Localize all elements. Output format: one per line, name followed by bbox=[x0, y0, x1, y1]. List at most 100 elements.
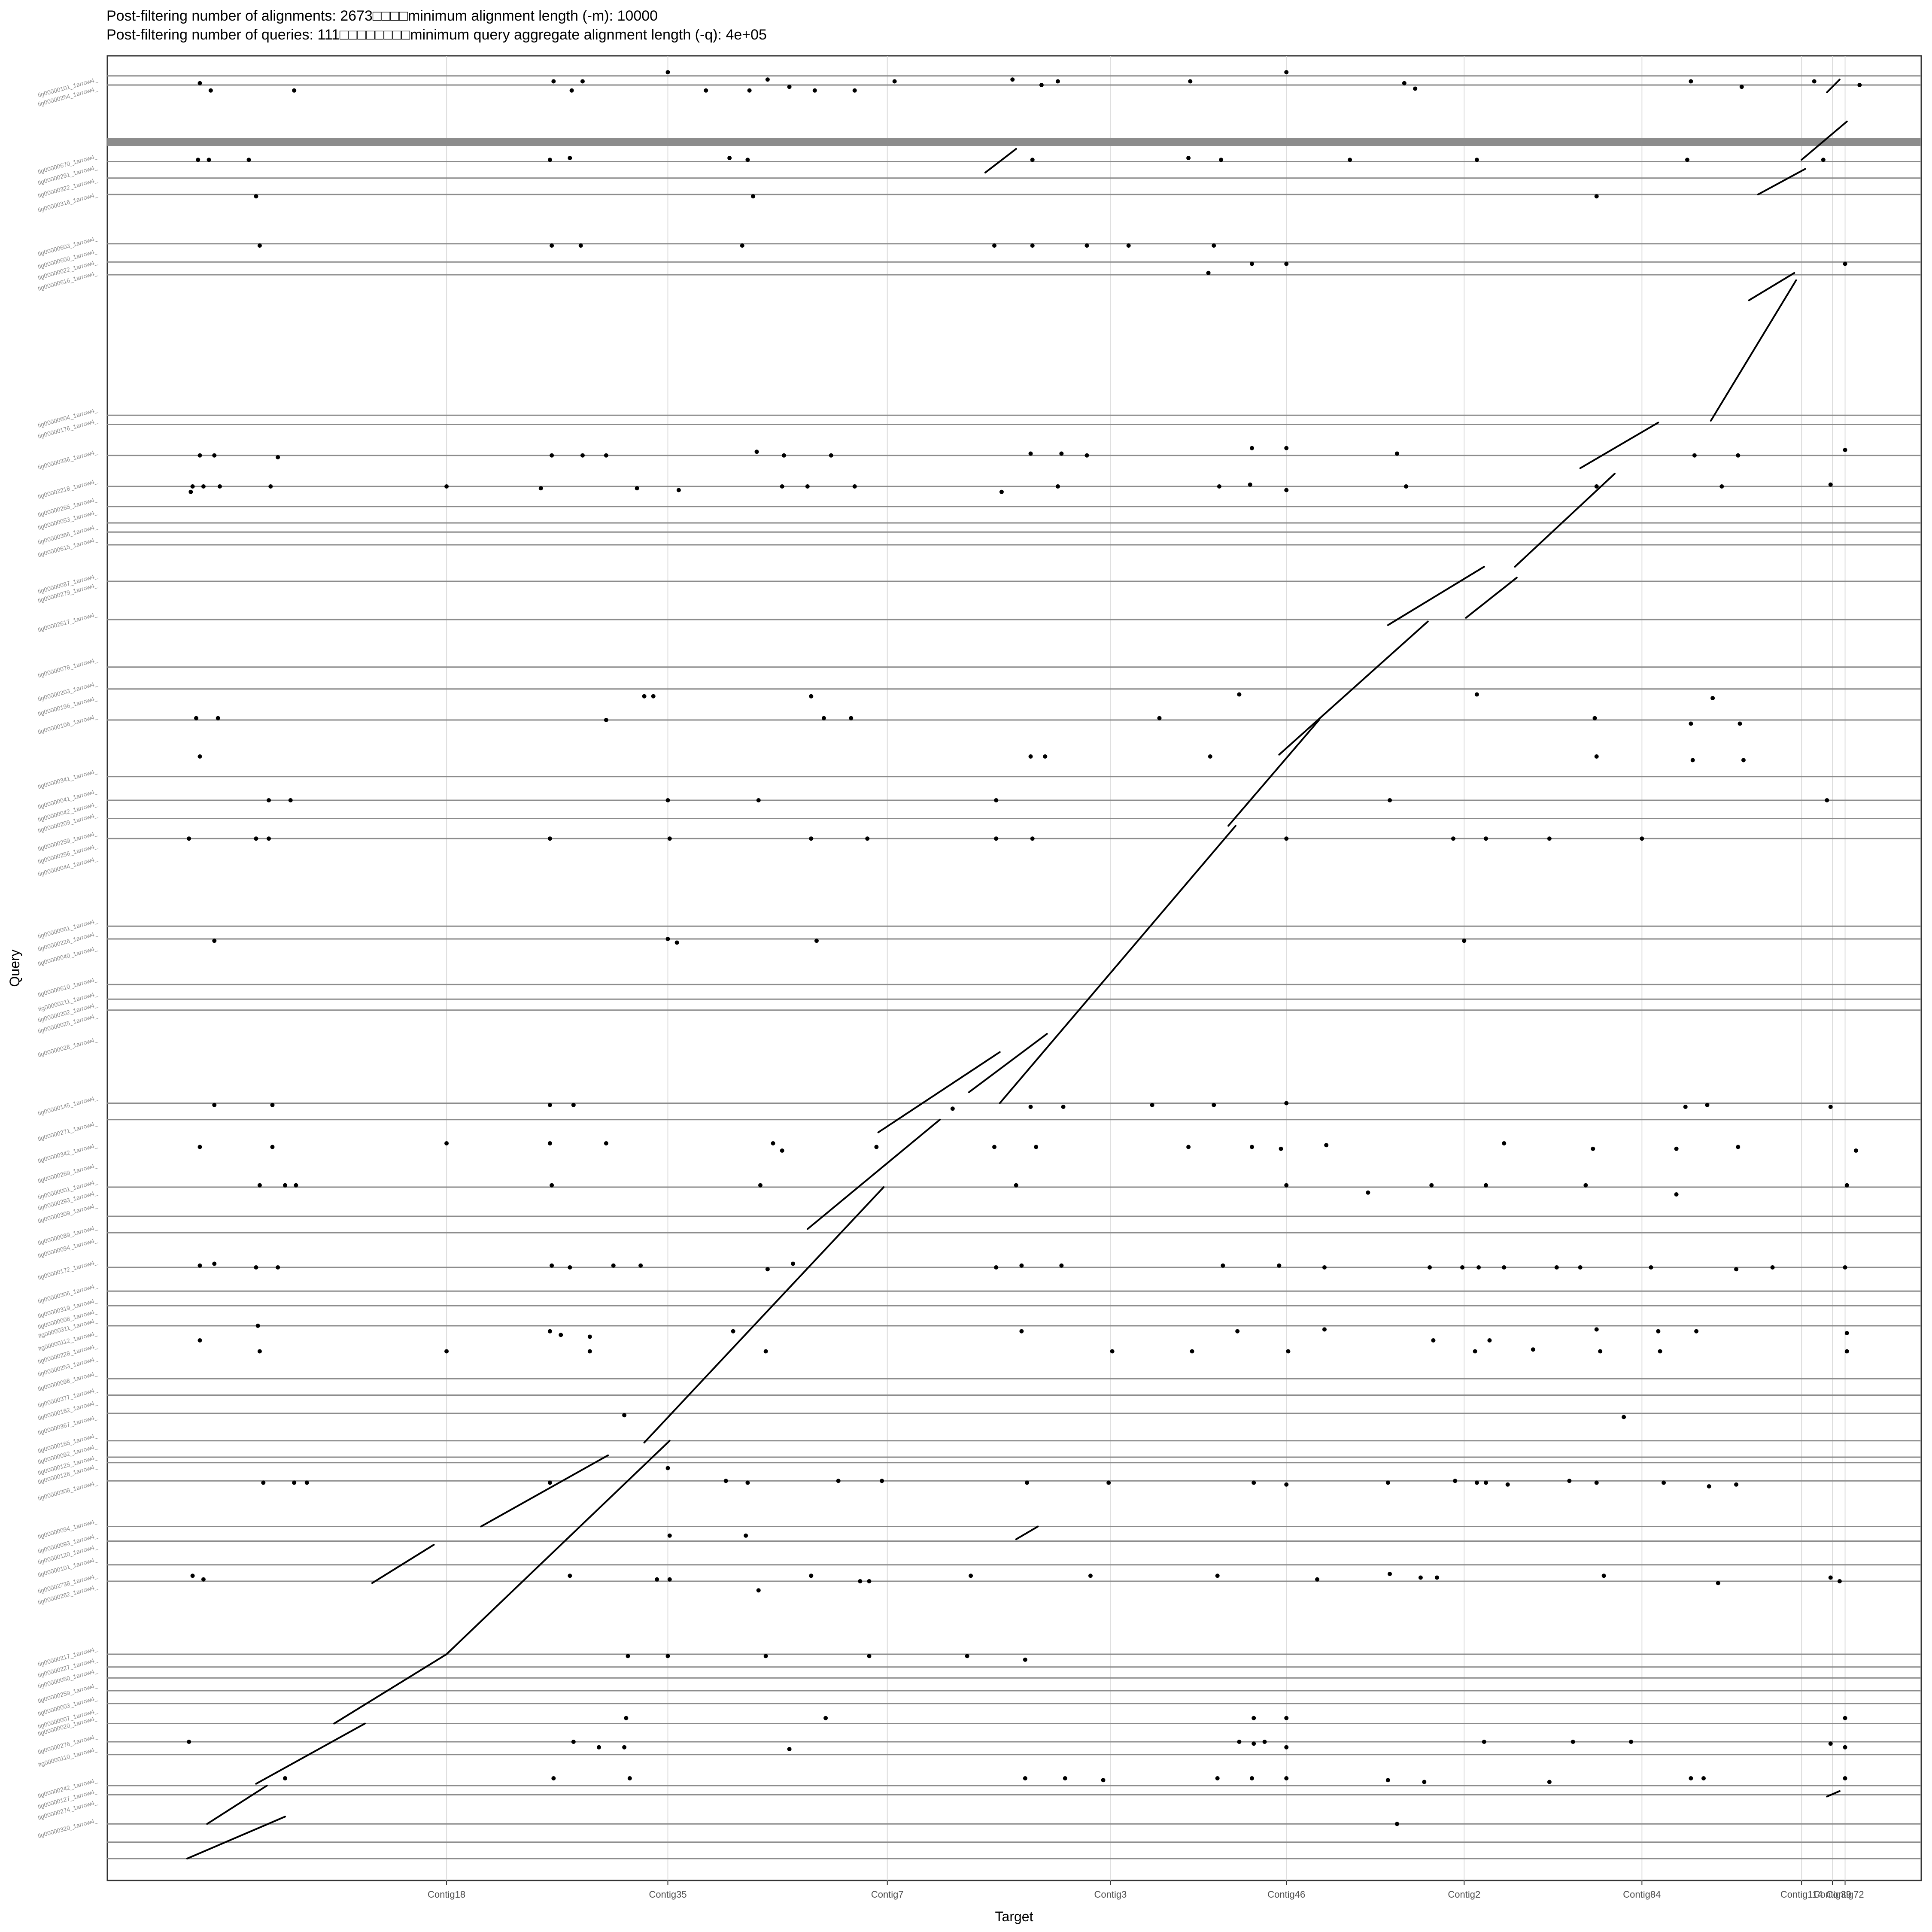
alignment-point bbox=[892, 79, 897, 84]
alignment-point bbox=[1843, 1265, 1847, 1270]
alignment-point bbox=[1487, 1338, 1492, 1343]
alignment-point bbox=[969, 1574, 973, 1578]
alignment-point bbox=[651, 694, 656, 699]
alignment-point bbox=[1701, 1776, 1706, 1780]
alignment-point bbox=[667, 1533, 672, 1538]
alignment-point bbox=[1284, 70, 1289, 75]
alignment-point bbox=[197, 1145, 202, 1149]
alignment-point bbox=[604, 453, 608, 458]
alignment-point bbox=[1030, 836, 1035, 841]
alignment-point bbox=[836, 1479, 841, 1483]
alignment-point bbox=[771, 1141, 775, 1145]
alignment-point bbox=[1023, 1776, 1027, 1780]
x-tick-label: Contig72 bbox=[1826, 1889, 1864, 1900]
alignment-point bbox=[1385, 1778, 1390, 1783]
alignment-point bbox=[1252, 1741, 1256, 1746]
alignment-point bbox=[1857, 83, 1862, 87]
alignment-point bbox=[201, 484, 206, 489]
alignment-point bbox=[1622, 1415, 1626, 1419]
x-tick-label: Contig39 bbox=[1814, 1889, 1851, 1900]
alignment-point bbox=[751, 194, 756, 199]
alignment-point bbox=[867, 1654, 872, 1659]
alignment-point bbox=[1028, 754, 1033, 759]
alignment-point bbox=[1388, 1572, 1392, 1576]
alignment-point bbox=[1821, 158, 1826, 162]
alignment-point bbox=[1188, 79, 1193, 84]
alignment-point bbox=[1186, 156, 1191, 160]
alignment-point bbox=[1284, 446, 1289, 450]
alignment-point bbox=[1692, 453, 1697, 458]
alignment-segment bbox=[1465, 577, 1518, 619]
alignment-point bbox=[1235, 1329, 1240, 1334]
alignment-point bbox=[1474, 158, 1479, 162]
alignment-point bbox=[667, 836, 672, 841]
alignment-point bbox=[624, 1716, 629, 1720]
dense-boundary-band bbox=[107, 138, 1921, 146]
alignment-point bbox=[1828, 1105, 1833, 1109]
alignment-point bbox=[1594, 754, 1599, 759]
alignment-point bbox=[188, 489, 193, 494]
alignment-point bbox=[1249, 1776, 1254, 1780]
alignment-point bbox=[1208, 754, 1212, 759]
alignment-point bbox=[1591, 1146, 1595, 1151]
alignment-point bbox=[1279, 1146, 1283, 1151]
alignment-point bbox=[1110, 1349, 1115, 1354]
alignment-point bbox=[1394, 451, 1399, 456]
alignment-point bbox=[1578, 1265, 1583, 1270]
alignment-point bbox=[1404, 484, 1409, 489]
alignment-point bbox=[550, 1263, 554, 1268]
alignment-point bbox=[1219, 158, 1224, 162]
alignment-point bbox=[276, 1265, 280, 1270]
alignment-point bbox=[791, 1261, 796, 1266]
alignment-point bbox=[580, 79, 585, 84]
alignment-point bbox=[1734, 1482, 1739, 1487]
alignment-point bbox=[781, 453, 786, 458]
alignment-point bbox=[550, 243, 554, 248]
alignment-point bbox=[212, 1103, 217, 1107]
alignment-point bbox=[190, 484, 195, 489]
alignment-point bbox=[642, 694, 647, 699]
alignment-point bbox=[635, 486, 639, 491]
chart-title-line-2: Post-filtering number of queries: 111□□□… bbox=[106, 27, 767, 43]
alignment-point bbox=[723, 1479, 728, 1483]
alignment-point bbox=[626, 1654, 630, 1659]
alignment-point bbox=[994, 836, 999, 841]
alignment-point bbox=[1473, 1349, 1477, 1354]
x-tick-label: Contig18 bbox=[428, 1889, 465, 1900]
alignment-point bbox=[1084, 243, 1089, 248]
alignment-segment bbox=[333, 1653, 448, 1725]
alignment-point bbox=[1324, 1143, 1329, 1148]
alignment-point bbox=[197, 453, 202, 458]
alignment-point bbox=[994, 798, 999, 802]
alignment-point bbox=[604, 718, 608, 722]
alignment-point bbox=[756, 798, 761, 802]
alignment-point bbox=[568, 1574, 572, 1578]
alignment-point bbox=[1710, 696, 1715, 700]
alignment-point bbox=[765, 1267, 770, 1272]
alignment-point bbox=[1284, 836, 1289, 841]
alignment-point bbox=[201, 1577, 206, 1582]
x-axis-title: Target bbox=[995, 1909, 1033, 1924]
alignment-point bbox=[814, 939, 819, 943]
alignment-point bbox=[1853, 1148, 1858, 1153]
alignment-point bbox=[821, 716, 826, 720]
alignment-segment bbox=[1278, 620, 1429, 756]
alignment-point bbox=[611, 1263, 616, 1268]
alignment-point bbox=[257, 1349, 262, 1354]
alignment-point bbox=[217, 484, 222, 489]
alignment-point bbox=[1418, 1575, 1423, 1580]
alignment-point bbox=[1683, 1105, 1688, 1109]
alignment-point bbox=[849, 716, 854, 720]
alignment-point bbox=[257, 1183, 262, 1188]
alignment-point bbox=[261, 1480, 266, 1485]
alignment-point bbox=[1039, 83, 1044, 87]
alignment-point bbox=[1843, 1716, 1847, 1720]
alignment-point bbox=[1649, 1265, 1653, 1270]
alignment-point bbox=[744, 1533, 748, 1538]
alignment-point bbox=[805, 484, 810, 489]
alignment-point bbox=[852, 484, 857, 489]
alignment-segment bbox=[255, 1722, 366, 1785]
alignment-point bbox=[550, 453, 554, 458]
alignment-point bbox=[787, 1747, 792, 1751]
alignment-point bbox=[747, 88, 752, 93]
